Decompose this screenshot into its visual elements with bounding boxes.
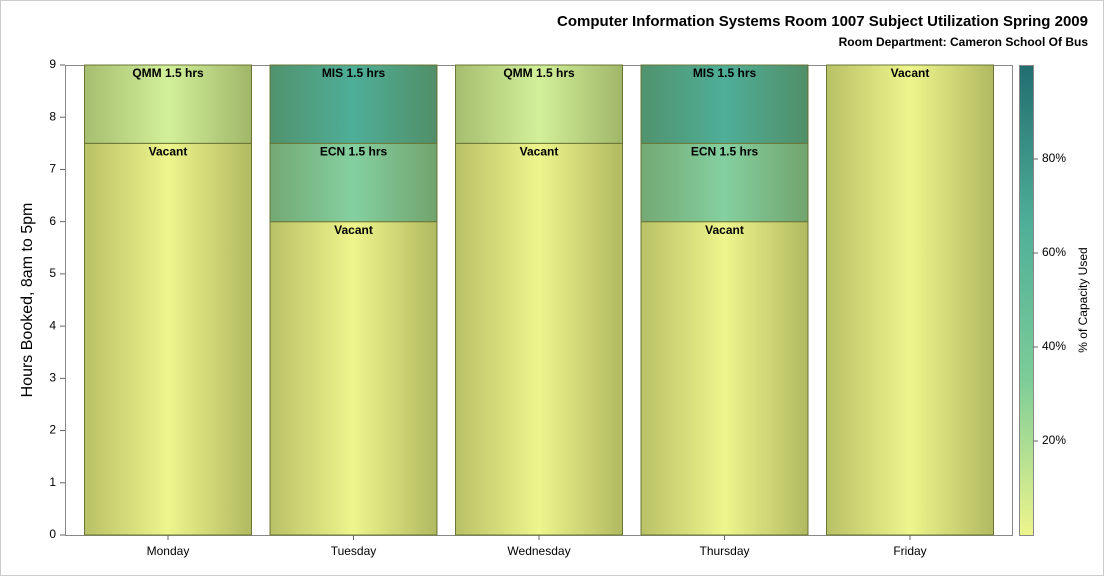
bar-shade (641, 221, 808, 535)
bar-shade (270, 143, 437, 222)
bar-shade (455, 143, 623, 536)
colorbar-tick-label: 40% (1042, 339, 1066, 353)
colorbar (1019, 65, 1034, 536)
bar-shade (84, 143, 252, 536)
chart-subtitle: Room Department: Cameron School Of Bus (839, 35, 1089, 49)
y-tick-label: 0 (49, 527, 56, 541)
bar-shade (455, 65, 623, 144)
bar-shade (641, 143, 808, 222)
bar-shade (270, 221, 437, 535)
y-tick-label: 8 (49, 109, 56, 123)
x-tick-label: Friday (893, 544, 926, 558)
chart-title: Computer Information Systems Room 1007 S… (557, 13, 1088, 30)
segment-label: MIS 1.5 hrs (322, 66, 386, 80)
x-tick-label: Monday (147, 544, 190, 558)
bar-shade (84, 65, 252, 144)
segment-label: MIS 1.5 hrs (693, 66, 757, 80)
segment-label: Vacant (334, 223, 373, 237)
segment-label: ECN 1.5 hrs (320, 145, 388, 159)
segment-label: Vacant (705, 223, 744, 237)
segment-label: QMM 1.5 hrs (132, 66, 204, 80)
y-tick-label: 4 (49, 318, 56, 332)
y-tick-label: 5 (49, 266, 56, 280)
y-tick-label: 9 (49, 57, 56, 71)
colorbar-tick-label: 80% (1042, 151, 1066, 165)
bar-shade (826, 65, 994, 535)
y-tick-label: 7 (49, 162, 56, 176)
colorbar-tick-label: 20% (1042, 433, 1066, 447)
y-tick-label: 3 (49, 371, 56, 385)
y-axis-label: Hours Booked, 8am to 5pm (19, 203, 36, 398)
colorbar-label: % of Capacity Used (1076, 247, 1090, 352)
segment-label: QMM 1.5 hrs (503, 66, 575, 80)
x-tick-label: Tuesday (331, 544, 377, 558)
x-tick-label: Wednesday (507, 544, 570, 558)
y-tick-label: 1 (49, 475, 56, 489)
segment-label: ECN 1.5 hrs (691, 145, 759, 159)
segment-label: Vacant (149, 145, 188, 159)
bar-shade (270, 65, 437, 144)
segment-label: Vacant (520, 145, 559, 159)
x-tick-label: Thursday (699, 544, 749, 558)
y-tick-label: 2 (49, 423, 56, 437)
segment-label: Vacant (891, 66, 930, 80)
bar-shade (641, 65, 808, 144)
y-tick-label: 6 (49, 214, 56, 228)
colorbar-tick-label: 60% (1042, 245, 1066, 259)
